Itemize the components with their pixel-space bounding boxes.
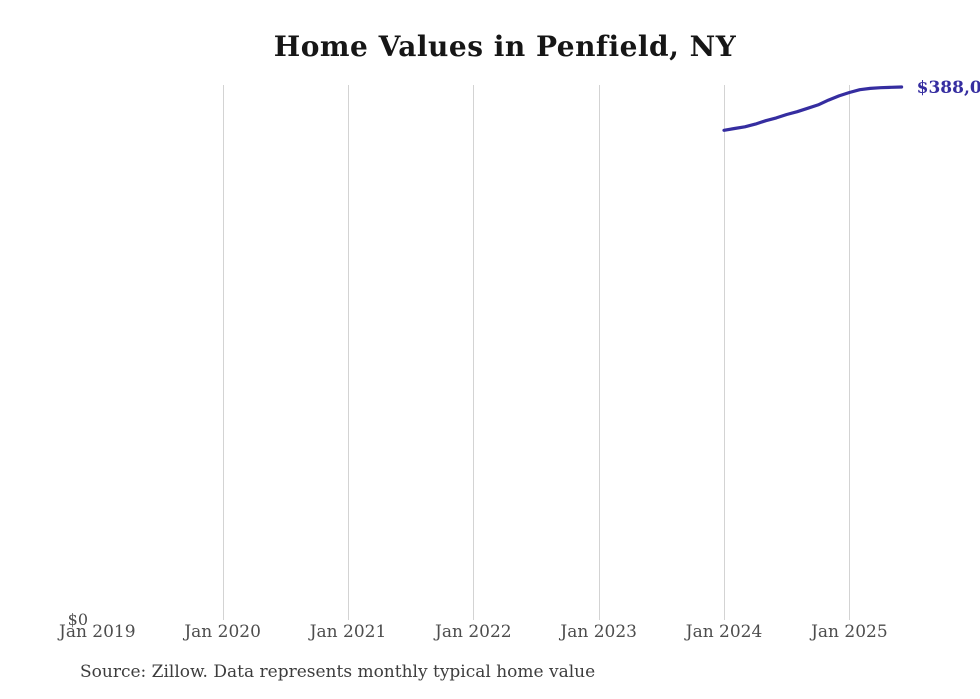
chart-title: Home Values in Penfield, NY xyxy=(273,30,737,63)
x-tick-label: Jan 2020 xyxy=(184,622,261,642)
x-tick-label: Jan 2021 xyxy=(309,622,387,642)
year-gridline xyxy=(849,85,851,620)
x-tick-label: Jan 2024 xyxy=(685,622,763,642)
end-value-label: $388,000 xyxy=(916,78,980,98)
year-gridline xyxy=(598,85,600,620)
year-gridline xyxy=(222,85,224,620)
x-tick-label: Jan 2022 xyxy=(435,622,512,642)
y-axis-zero-label: $0 xyxy=(67,610,88,629)
home-value-line-path xyxy=(722,85,904,132)
year-gridline xyxy=(724,85,726,620)
x-tick-label: Jan 2019 xyxy=(59,622,136,642)
x-tick-label: Jan 2023 xyxy=(560,622,637,642)
x-tick-label: Jan 2025 xyxy=(811,622,888,642)
year-gridline xyxy=(473,85,475,620)
source-note: Source: Zillow. Data represents monthly … xyxy=(80,662,596,682)
year-gridline xyxy=(348,85,349,620)
